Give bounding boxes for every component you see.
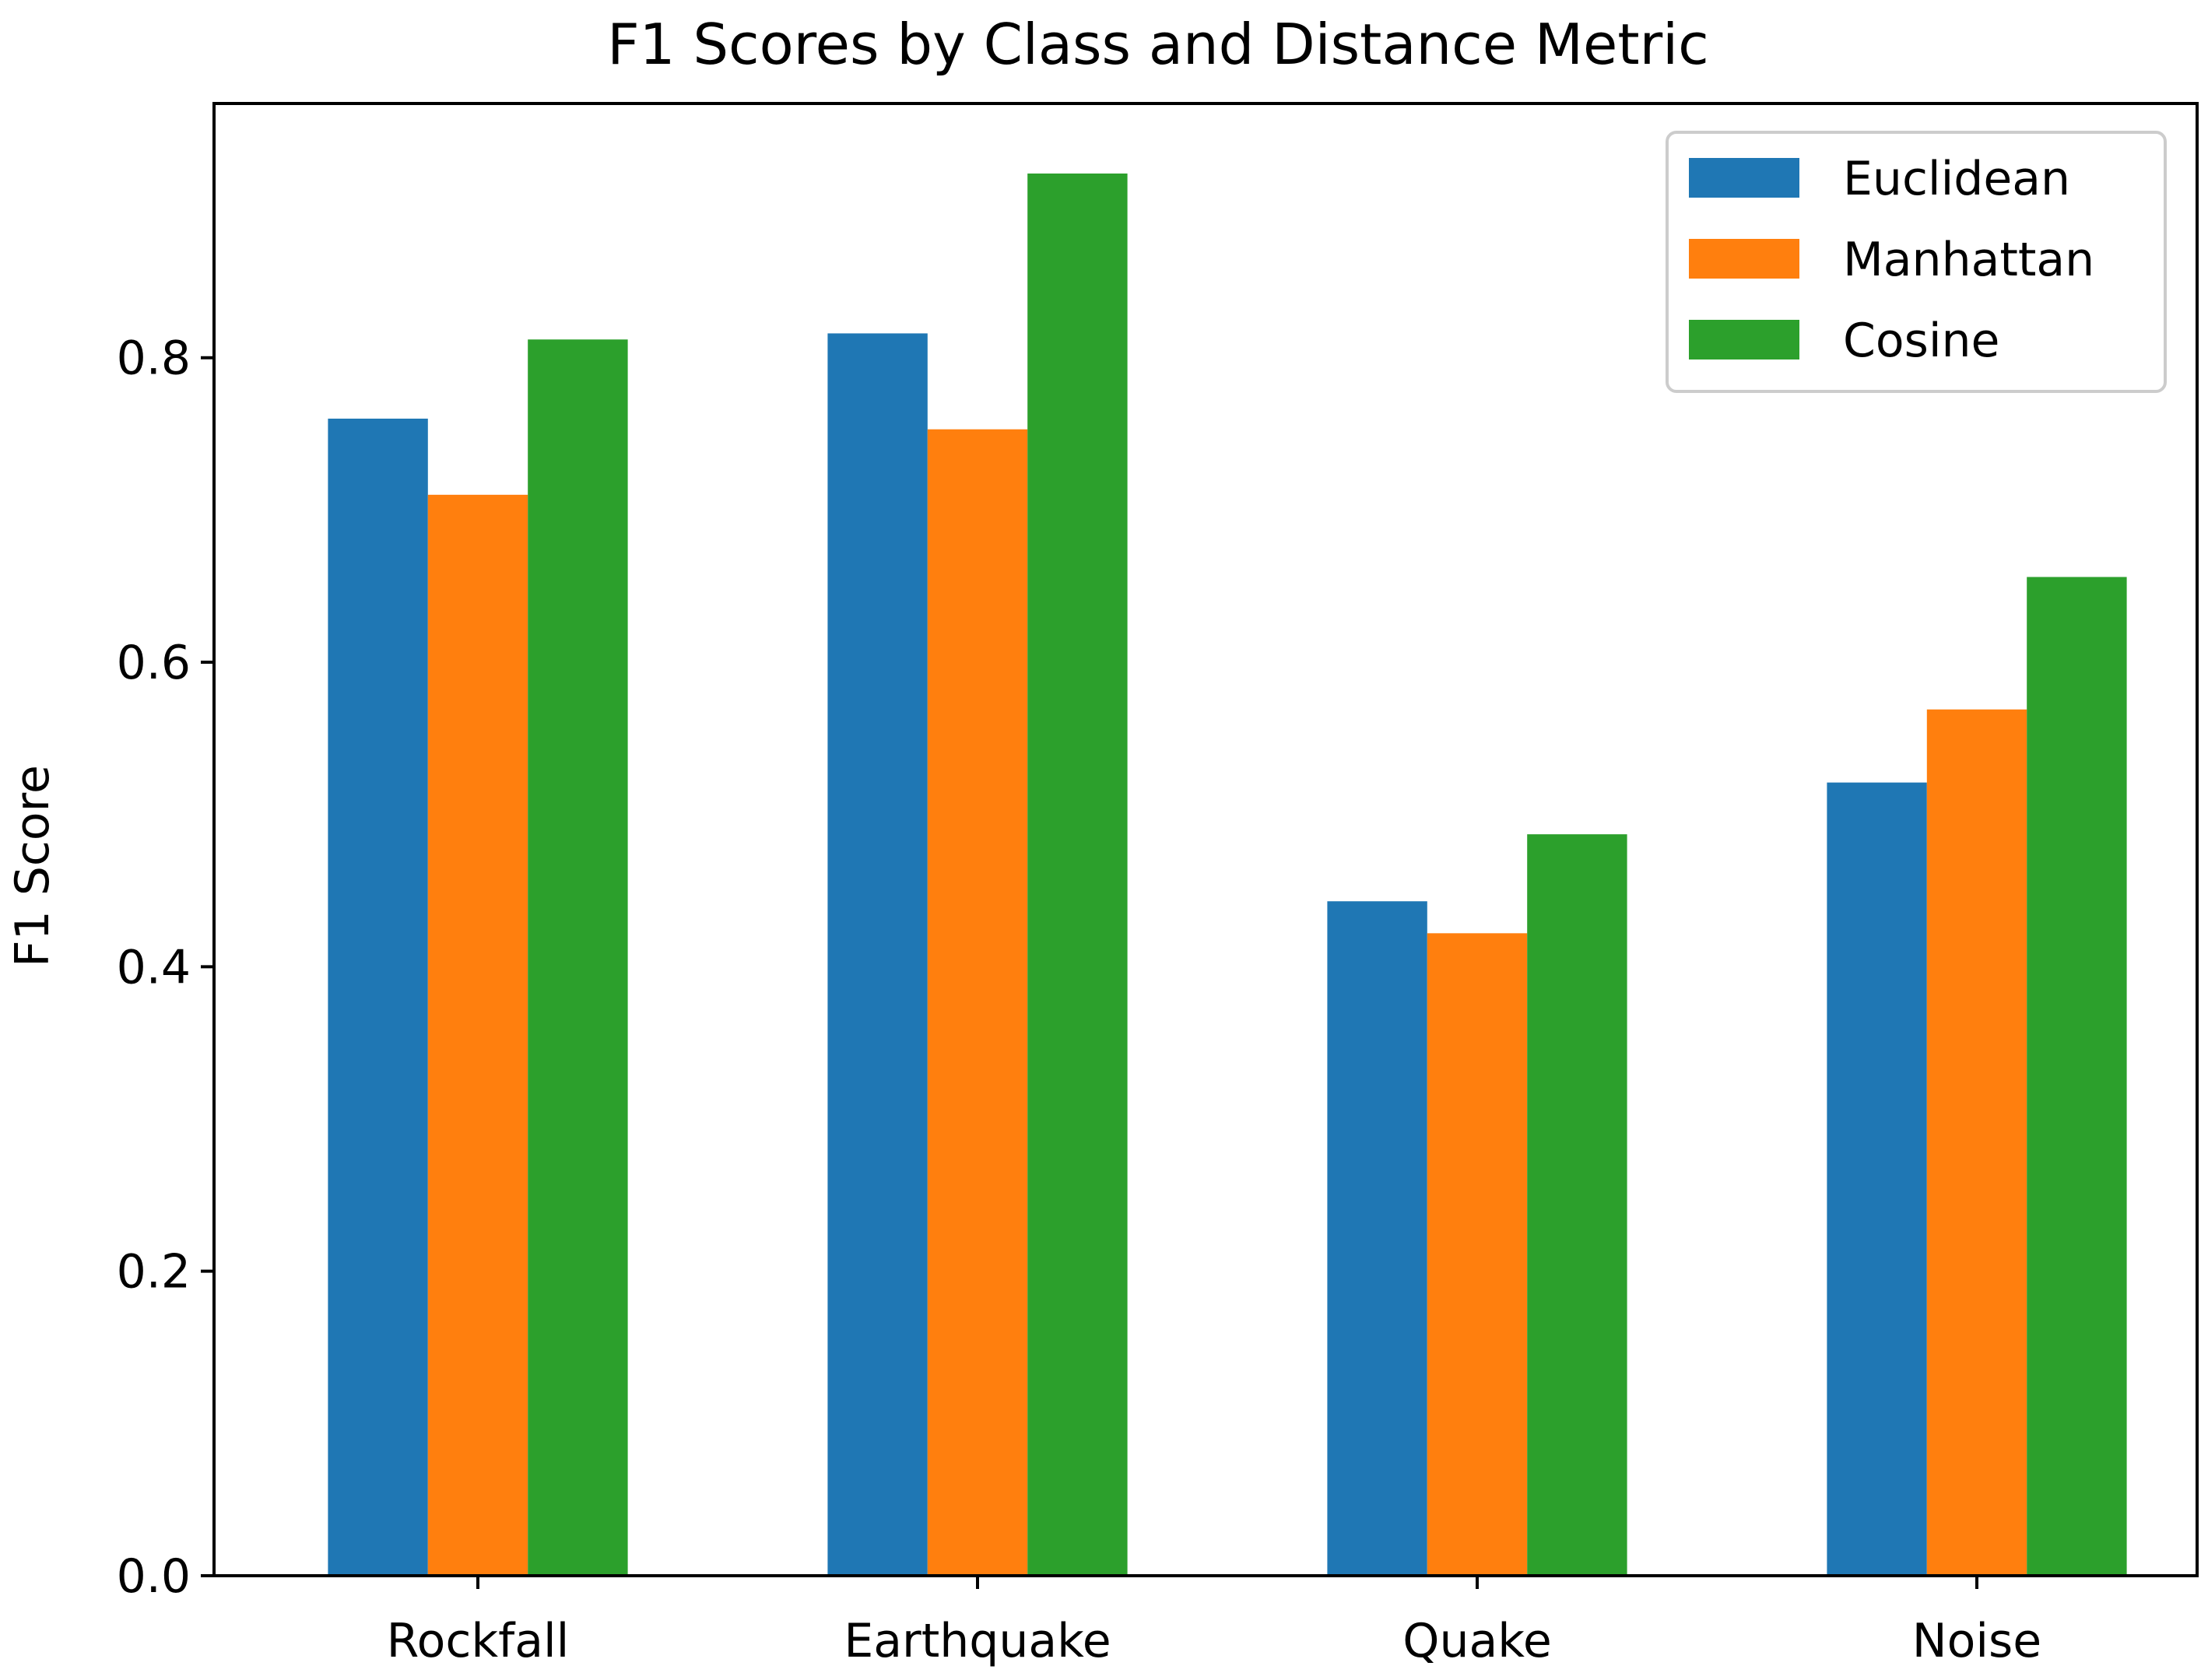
legend-label-manhattan: Manhattan: [1843, 233, 2094, 287]
bar-rockfall-euclidean: [328, 419, 428, 1576]
bar-rockfall-manhattan: [427, 494, 528, 1576]
y-axis-label: F1 Score: [5, 765, 60, 967]
bar-rockfall-cosine: [528, 339, 628, 1576]
bar-noise-euclidean: [1827, 782, 1927, 1576]
legend-swatch-manhattan: [1689, 239, 1799, 279]
y-tick-label: 0.8: [117, 331, 191, 386]
chart-title: F1 Scores by Class and Distance Metric: [607, 12, 1709, 77]
y-tick-label: 0.0: [117, 1549, 191, 1604]
bar-earthquake-manhattan: [927, 429, 1028, 1577]
bar-quake-cosine: [1527, 834, 1627, 1576]
bar-earthquake-cosine: [1027, 174, 1128, 1576]
y-axis: 0.0 0.2 0.4 0.6 0.8: [117, 331, 214, 1604]
plot-frame: [212, 102, 2199, 1577]
legend-swatch-euclidean: [1689, 158, 1799, 198]
x-axis: Rockfall Earthquake Quake Noise: [387, 1576, 2041, 1668]
y-tick-label: 0.2: [117, 1245, 191, 1299]
legend-swatch-cosine: [1689, 320, 1799, 359]
y-tick-label: 0.4: [117, 940, 191, 994]
x-tick-label-earthquake: Earthquake: [844, 1614, 1111, 1668]
bar-quake-euclidean: [1327, 901, 1427, 1576]
bar-noise-cosine: [2027, 577, 2127, 1576]
legend-label-euclidean: Euclidean: [1843, 152, 2070, 206]
bar-quake-manhattan: [1427, 933, 1528, 1576]
x-tick-label-quake: Quake: [1402, 1614, 1552, 1668]
x-tick-label-noise: Noise: [1912, 1614, 2041, 1668]
legend: Euclidean Manhattan Cosine: [1666, 131, 2167, 393]
x-tick-label-rockfall: Rockfall: [387, 1614, 570, 1668]
bars-layer: [328, 174, 2127, 1577]
legend-label-cosine: Cosine: [1843, 314, 1999, 368]
bar-noise-manhattan: [1926, 709, 2027, 1577]
bar-earthquake-euclidean: [827, 333, 928, 1577]
y-tick-label: 0.6: [117, 636, 191, 690]
